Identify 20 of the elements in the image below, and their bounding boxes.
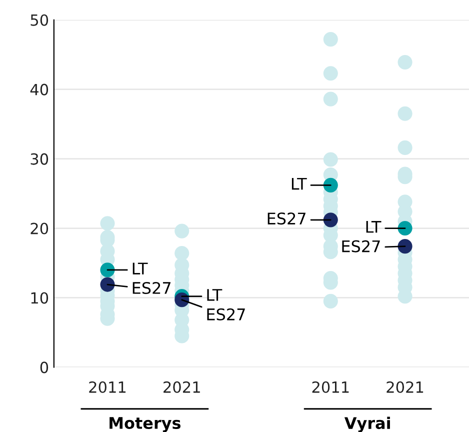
y-tick-label: 50: [30, 14, 48, 26]
y-tick-label: 10: [31, 292, 48, 304]
text: LT: [132, 262, 148, 274]
text: ES27: [207, 308, 245, 320]
x-tick-label: 2011: [312, 381, 349, 393]
x-tick-label: 2011: [89, 381, 126, 393]
series-label: ES27: [132, 282, 170, 294]
text: ES27: [342, 240, 380, 252]
text: ES27: [268, 212, 306, 225]
x-tick-label: 2021: [386, 381, 424, 393]
series-label: LT: [292, 178, 307, 190]
x-tick-label: 2021: [164, 381, 200, 393]
y-tick-label: 0: [40, 362, 48, 374]
text: Vyrai: [344, 416, 390, 432]
text: Moterys: [110, 417, 180, 432]
text: LT: [207, 289, 222, 301]
y-tick-label: 20: [30, 222, 48, 234]
text: LT: [366, 221, 382, 233]
y-tick-label: 40: [30, 84, 48, 96]
y-tick-label: 30: [30, 153, 48, 165]
